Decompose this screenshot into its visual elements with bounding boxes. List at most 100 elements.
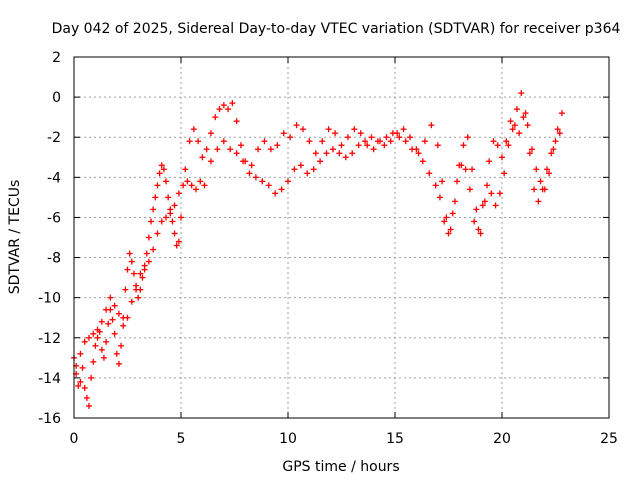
data-point bbox=[368, 134, 375, 141]
data-point bbox=[304, 170, 311, 177]
x-tick-label: 10 bbox=[279, 431, 297, 447]
data-point bbox=[297, 162, 304, 169]
data-point bbox=[492, 202, 499, 209]
axis-ticks bbox=[73, 56, 610, 419]
data-point bbox=[113, 350, 120, 357]
data-point bbox=[111, 330, 118, 337]
data-point bbox=[150, 246, 157, 253]
data-point bbox=[471, 218, 478, 225]
data-point bbox=[94, 334, 101, 341]
data-point bbox=[488, 190, 495, 197]
data-point bbox=[139, 274, 146, 281]
data-point bbox=[494, 142, 501, 149]
data-point bbox=[479, 202, 486, 209]
y-tick-label: -6 bbox=[47, 210, 61, 226]
data-point bbox=[85, 334, 92, 341]
data-point bbox=[267, 146, 274, 153]
data-point bbox=[124, 266, 131, 273]
data-point bbox=[516, 130, 523, 137]
data-point bbox=[518, 90, 525, 97]
y-tick-label: -12 bbox=[38, 331, 61, 347]
data-point bbox=[543, 166, 550, 173]
data-point bbox=[259, 178, 266, 185]
x-tick-label: 15 bbox=[386, 431, 404, 447]
data-point bbox=[126, 250, 133, 257]
data-point bbox=[145, 258, 152, 265]
data-point bbox=[520, 114, 527, 121]
data-point bbox=[413, 146, 420, 153]
data-point bbox=[163, 214, 170, 221]
data-point bbox=[133, 282, 140, 289]
data-point bbox=[85, 402, 92, 409]
data-point bbox=[77, 350, 84, 357]
data-point bbox=[477, 230, 484, 237]
data-point bbox=[355, 142, 362, 149]
data-point bbox=[105, 320, 112, 327]
data-point bbox=[171, 230, 178, 237]
data-point bbox=[323, 150, 330, 157]
data-point bbox=[546, 170, 553, 177]
data-point bbox=[77, 378, 84, 385]
x-axis-tick-labels: 0 5 10 15 20 25 bbox=[70, 431, 618, 447]
data-point bbox=[325, 126, 332, 133]
data-point bbox=[145, 234, 152, 241]
data-point bbox=[466, 186, 473, 193]
data-point bbox=[402, 138, 409, 145]
data-point bbox=[370, 146, 377, 153]
data-point bbox=[291, 166, 298, 173]
data-series bbox=[71, 90, 565, 409]
data-point bbox=[439, 178, 446, 185]
data-point bbox=[229, 100, 236, 107]
data-point bbox=[115, 310, 122, 317]
data-point bbox=[445, 230, 452, 237]
data-point bbox=[216, 106, 223, 113]
data-point bbox=[227, 146, 234, 153]
data-point bbox=[171, 202, 178, 209]
data-point bbox=[182, 166, 189, 173]
data-point bbox=[342, 154, 349, 161]
x-tick-label: 0 bbox=[70, 431, 79, 447]
data-point bbox=[522, 110, 529, 117]
data-point bbox=[306, 138, 313, 145]
data-point bbox=[94, 326, 101, 333]
data-point bbox=[293, 122, 300, 129]
data-point bbox=[141, 266, 148, 273]
data-point bbox=[143, 250, 150, 257]
data-point bbox=[130, 270, 137, 277]
data-point bbox=[137, 270, 144, 277]
data-point bbox=[394, 130, 401, 137]
data-point bbox=[167, 210, 174, 217]
data-point bbox=[537, 178, 544, 185]
data-point bbox=[150, 206, 157, 213]
data-point bbox=[199, 154, 206, 161]
data-point bbox=[299, 126, 306, 133]
data-point bbox=[362, 138, 369, 145]
x-tick-label: 20 bbox=[493, 431, 511, 447]
data-point bbox=[178, 214, 184, 221]
data-point bbox=[98, 346, 105, 353]
data-point bbox=[156, 170, 163, 177]
data-point bbox=[225, 106, 232, 113]
data-point bbox=[310, 166, 317, 173]
data-point bbox=[550, 146, 557, 153]
data-point bbox=[481, 198, 488, 205]
data-point bbox=[265, 182, 272, 189]
data-point bbox=[486, 158, 493, 165]
data-point bbox=[344, 134, 351, 141]
data-point bbox=[103, 338, 110, 345]
data-point bbox=[75, 382, 82, 389]
data-point bbox=[160, 166, 167, 173]
data-point bbox=[462, 166, 469, 173]
data-point bbox=[192, 186, 199, 193]
y-tick-label: -10 bbox=[38, 291, 61, 307]
data-point bbox=[449, 210, 456, 217]
data-point bbox=[154, 182, 161, 189]
grid bbox=[74, 57, 609, 418]
data-point bbox=[195, 138, 202, 145]
data-point bbox=[220, 138, 227, 145]
data-point bbox=[115, 360, 122, 367]
data-point bbox=[246, 170, 253, 177]
data-point bbox=[548, 150, 555, 157]
data-point bbox=[163, 178, 170, 185]
